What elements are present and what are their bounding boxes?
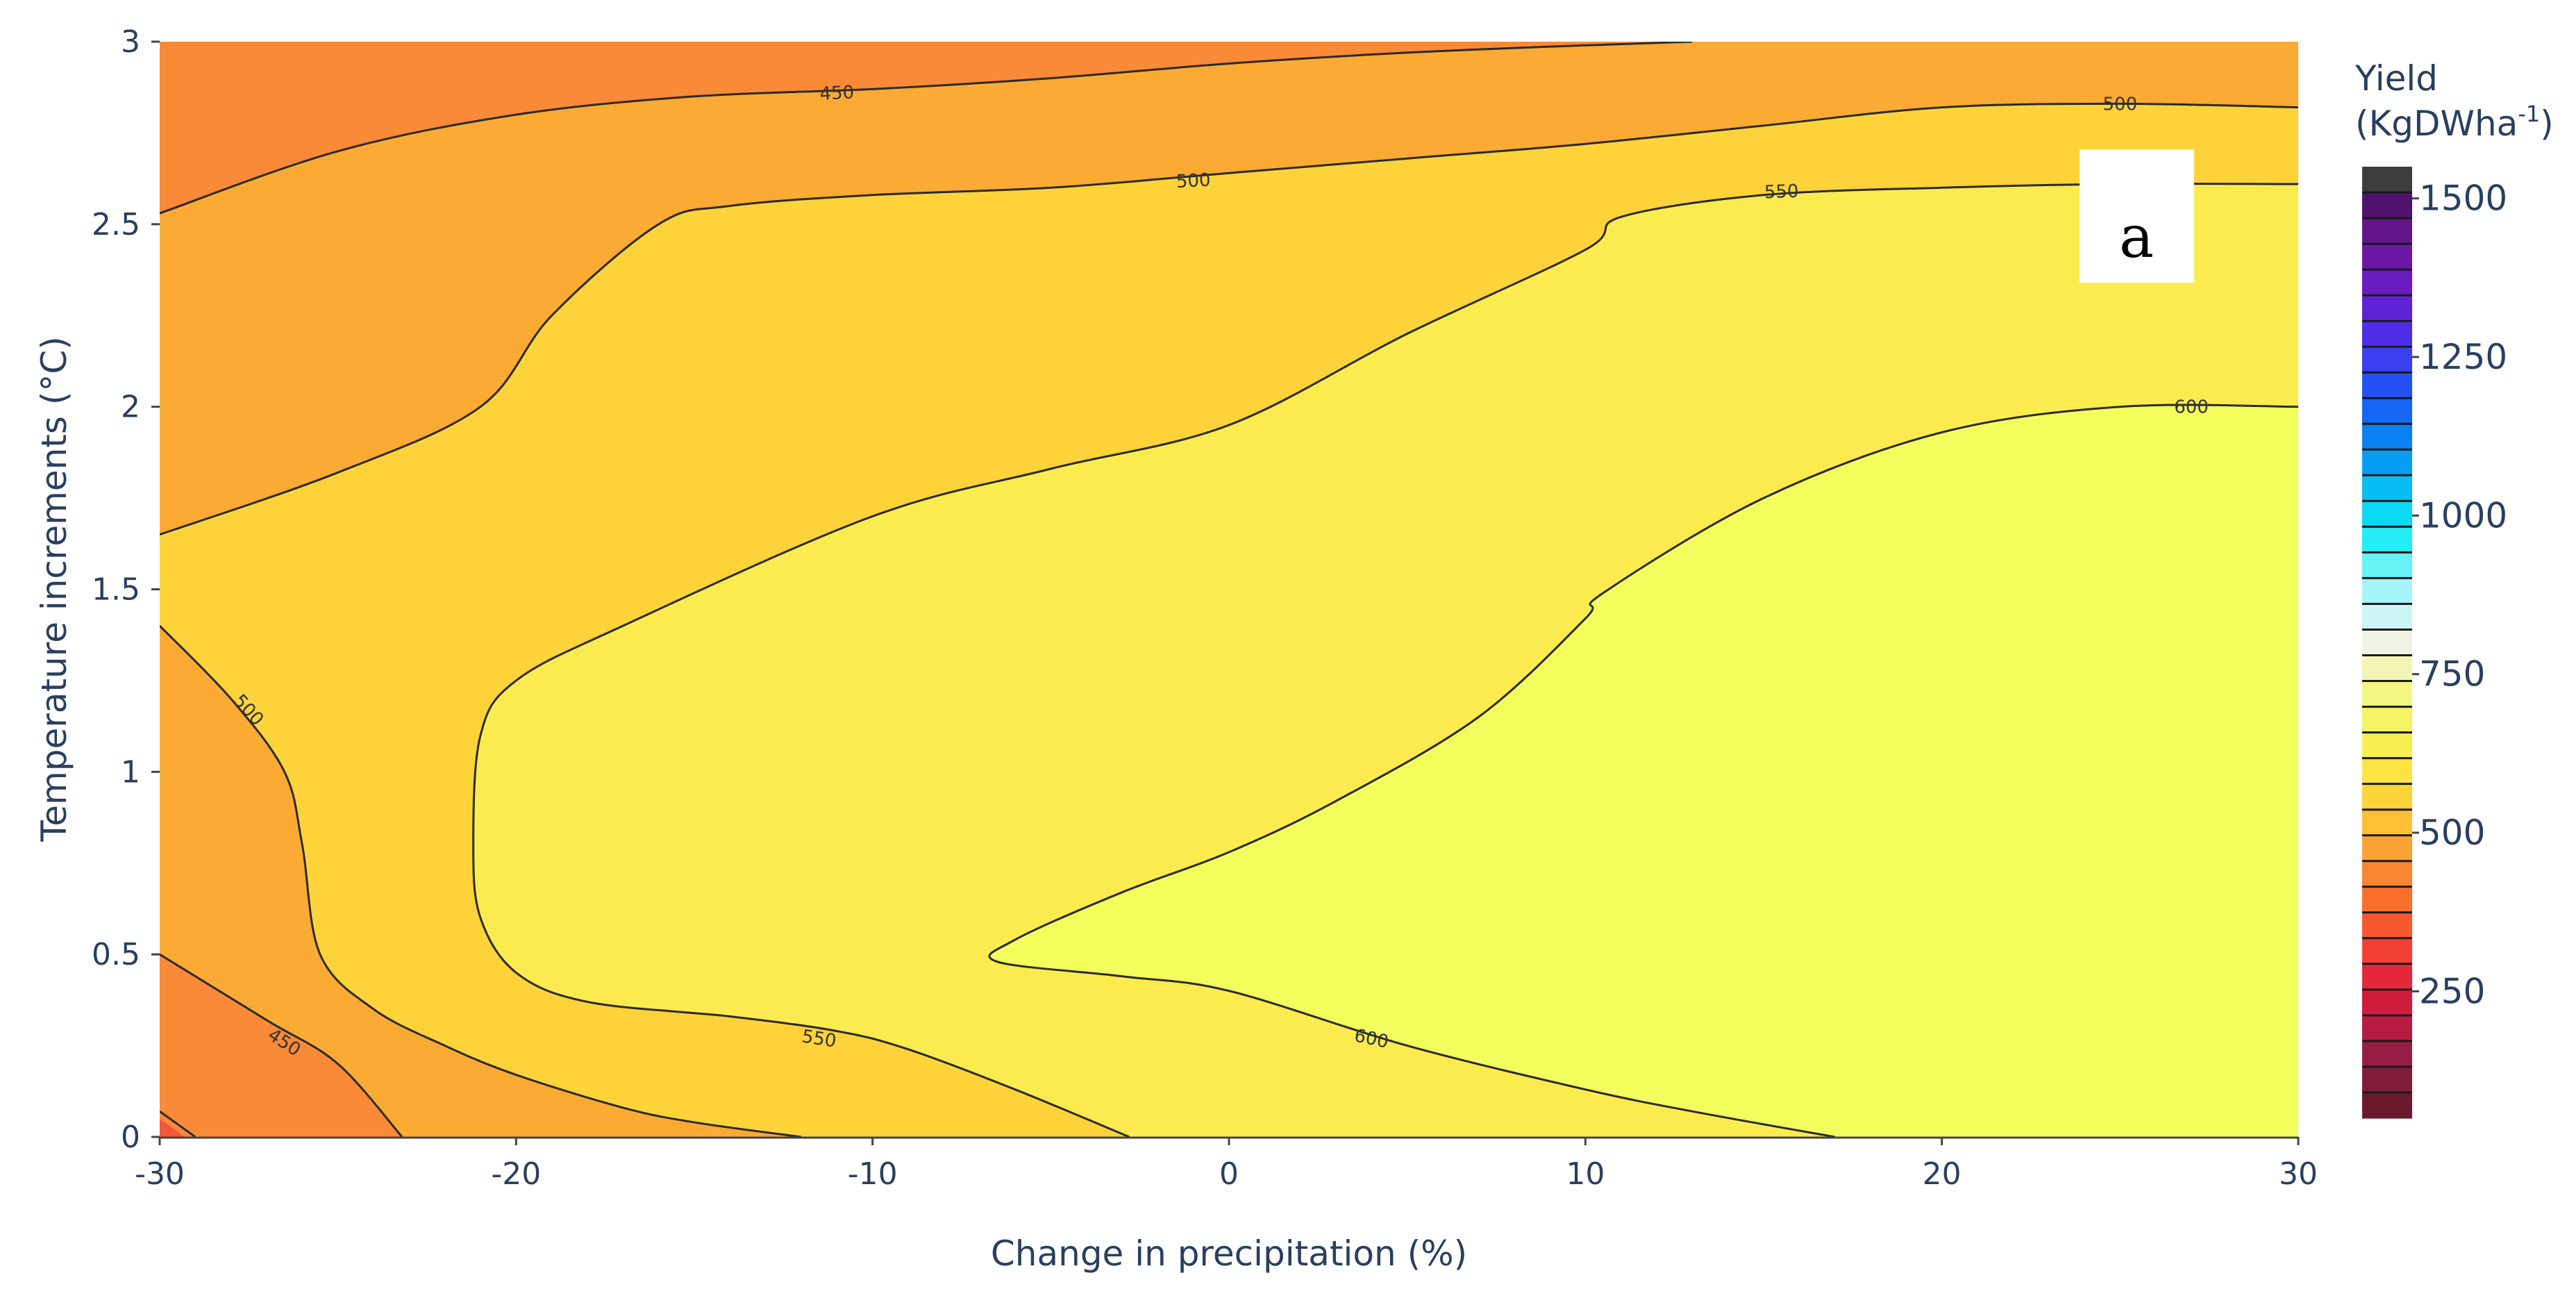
contour-label-0: 450 bbox=[819, 82, 855, 105]
colorbar-bin bbox=[2362, 1040, 2412, 1067]
colorbar-bin bbox=[2362, 347, 2412, 373]
colorbar-title-line1: Yield bbox=[2355, 58, 2438, 99]
colorbar-bin bbox=[2362, 706, 2412, 733]
colorbar-bin bbox=[2362, 1092, 2412, 1119]
colorbar-tick-label: 1500 bbox=[2419, 178, 2507, 219]
colorbar-bin bbox=[2362, 218, 2412, 244]
fill-corner-low bbox=[160, 1118, 185, 1137]
x-tick-label: -20 bbox=[491, 1156, 541, 1192]
contour-label-text: 600 bbox=[2174, 397, 2209, 418]
panel-label: a bbox=[2119, 203, 2154, 271]
contour-label-text: 500 bbox=[2102, 94, 2137, 115]
y-axis-title: Temperature increments (°C) bbox=[34, 336, 74, 842]
colorbar-bin bbox=[2362, 655, 2412, 682]
colorbar-bins bbox=[2362, 167, 2412, 1119]
colorbar-bin bbox=[2362, 424, 2412, 450]
colorbar-bin bbox=[2362, 372, 2412, 399]
colorbar-bin bbox=[2362, 989, 2412, 1016]
colorbar-bin bbox=[2362, 475, 2412, 501]
contour-label-6: 550 bbox=[1764, 181, 1799, 203]
fill-below-450-bottom bbox=[160, 954, 403, 1137]
fill-above-600 bbox=[989, 404, 2298, 1137]
colorbar-tick-label: 750 bbox=[2419, 654, 2485, 695]
colorbar-bin bbox=[2362, 552, 2412, 579]
colorbar-bin bbox=[2362, 938, 2412, 965]
colorbar-bin bbox=[2362, 578, 2412, 604]
contour-fill-regions bbox=[160, 42, 2298, 1137]
panel-label-box: a bbox=[2080, 149, 2194, 283]
x-tick-label: -30 bbox=[135, 1156, 185, 1192]
colorbar-tick-label: 1000 bbox=[2419, 495, 2507, 535]
fill-below-450-top bbox=[160, 42, 1693, 214]
colorbar-bin bbox=[2362, 167, 2412, 193]
y-tick-label: 2 bbox=[121, 390, 140, 425]
colorbar-bin bbox=[2362, 501, 2412, 527]
contour-line-550-5 bbox=[472, 183, 2298, 1137]
x-tick-label: 0 bbox=[1219, 1156, 1239, 1192]
x-tick-label: 20 bbox=[1923, 1156, 1962, 1192]
y-axis-ticks: 0 0.5 1 1.5 2 2.5 3 bbox=[92, 24, 160, 1155]
colorbar-bin bbox=[2362, 886, 2412, 913]
colorbar-bin bbox=[2362, 835, 2412, 862]
colorbar-bin bbox=[2362, 1015, 2412, 1042]
colorbar-ticks: 250 500 750 1000 1250 1500 bbox=[2412, 178, 2507, 1011]
colorbar-bin bbox=[2362, 629, 2412, 656]
contour-line-500-2 bbox=[160, 102, 2298, 536]
colorbar-bin bbox=[2362, 526, 2412, 553]
contour-label-3: 500 bbox=[2102, 94, 2137, 115]
colorbar-bin bbox=[2362, 681, 2412, 708]
colorbar-bin bbox=[2362, 1066, 2412, 1093]
colorbar-tick-label: 250 bbox=[2419, 971, 2485, 1011]
y-tick-label: 1 bbox=[121, 754, 140, 790]
x-tick-label: -10 bbox=[848, 1156, 898, 1192]
colorbar-title-superscript: -1 bbox=[2518, 101, 2540, 127]
x-tick-label: 10 bbox=[1566, 1156, 1605, 1192]
contour-line-500-4 bbox=[160, 1110, 196, 1137]
y-tick-label: 1.5 bbox=[92, 572, 140, 608]
y-tick-label: 0.5 bbox=[92, 937, 140, 972]
colorbar-bin bbox=[2362, 809, 2412, 836]
colorbar-bin bbox=[2362, 861, 2412, 888]
colorbar-bin bbox=[2362, 244, 2412, 270]
colorbar-tick-label: 1250 bbox=[2419, 337, 2507, 377]
contour-lines bbox=[160, 42, 2298, 1137]
colorbar-bin bbox=[2362, 963, 2412, 990]
contour-line-450-0 bbox=[160, 42, 1693, 215]
colorbar-bin bbox=[2362, 912, 2412, 939]
x-tick-label: 30 bbox=[2279, 1156, 2318, 1192]
colorbar-title-end: ) bbox=[2540, 103, 2554, 144]
contour-line-450-1 bbox=[160, 953, 403, 1137]
colorbar-bin bbox=[2362, 604, 2412, 631]
colorbar-bin bbox=[2362, 449, 2412, 476]
colorbar-bin bbox=[2362, 321, 2412, 347]
x-axis-ticks: -30 -20 -10 0 10 20 30 bbox=[135, 1137, 2318, 1192]
contour-label-8: 600 bbox=[2174, 397, 2209, 418]
y-tick-label: 0 bbox=[121, 1120, 140, 1155]
contour-line-600-6 bbox=[988, 404, 2298, 1137]
colorbar-bin bbox=[2362, 269, 2412, 296]
colorbar-title-base: (KgDWha bbox=[2355, 103, 2518, 144]
colorbar-tick-label: 500 bbox=[2419, 813, 2485, 853]
colorbar: Yield (KgDWha-1) 250 500 750 1000 1250 1500 bbox=[2355, 58, 2554, 1119]
colorbar-bin bbox=[2362, 192, 2412, 219]
y-tick-label: 3 bbox=[121, 24, 140, 60]
colorbar-bin bbox=[2362, 295, 2412, 322]
y-tick-label: 2.5 bbox=[92, 207, 140, 242]
colorbar-title-line2: (KgDWha-1) bbox=[2355, 101, 2554, 144]
colorbar-bin bbox=[2362, 758, 2412, 785]
colorbar-bin bbox=[2362, 732, 2412, 759]
contour-label-text: 450 bbox=[819, 82, 855, 105]
x-axis-title: Change in precipitation (%) bbox=[991, 1233, 1467, 1274]
contour-label-text: 550 bbox=[1764, 181, 1799, 203]
contour-label-text: 500 bbox=[1176, 170, 1211, 193]
contour-label-2: 500 bbox=[1176, 170, 1211, 193]
colorbar-bin bbox=[2362, 783, 2412, 811]
colorbar-bin bbox=[2362, 398, 2412, 424]
contour-line-500-3 bbox=[160, 625, 802, 1137]
